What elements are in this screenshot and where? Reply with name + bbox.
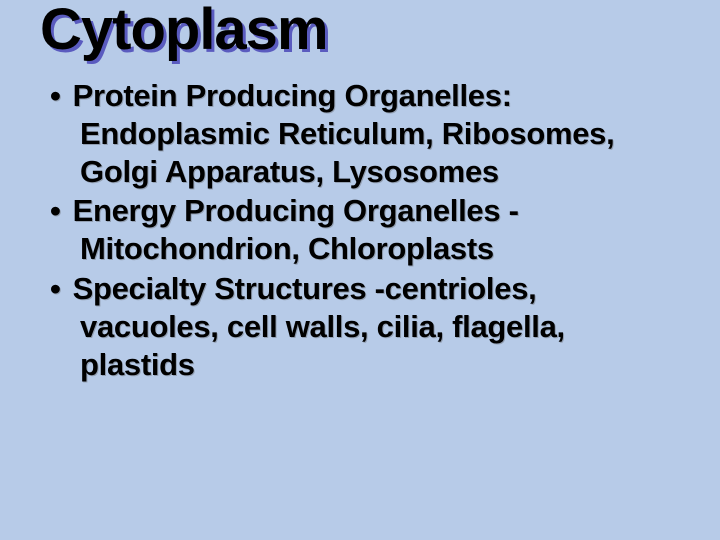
- list-item: Specialty Structures -centrioles, vacuol…: [50, 270, 680, 383]
- list-item: Energy Producing Organelles - Mitochondr…: [50, 192, 680, 268]
- bullet-list: Protein Producing Organelles: Endoplasmi…: [50, 77, 680, 384]
- list-item: Protein Producing Organelles: Endoplasmi…: [50, 77, 680, 190]
- slide: Cytoplasm Protein Producing Organelles: …: [0, 0, 720, 540]
- slide-title: Cytoplasm: [40, 0, 680, 61]
